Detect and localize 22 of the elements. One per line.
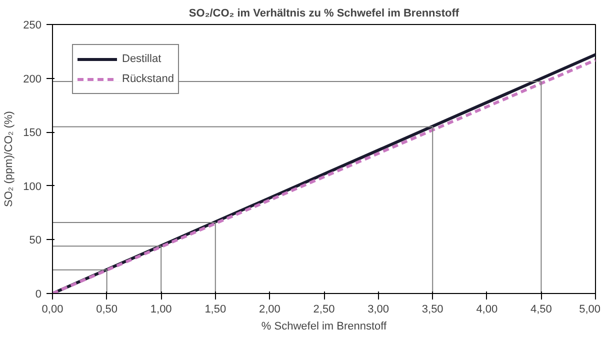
y-tick-label: 150	[23, 127, 42, 140]
x-tick-label: 1,50	[204, 304, 226, 316]
legend-label: Destillat	[122, 53, 162, 65]
legend-label: Rückstand	[122, 73, 174, 85]
x-tick-label: 3,00	[368, 304, 390, 316]
x-tick-label: 0,00	[42, 304, 64, 316]
x-tick-label: 5,00	[579, 304, 601, 316]
y-axis-title: SO₂ (ppm)/CO₂ (%)	[3, 111, 16, 207]
chart-title: SO₂/CO₂ im Verhältnis zu % Schwefel im Brennstoff	[188, 8, 460, 20]
x-tick-label: 3,50	[422, 304, 444, 316]
y-tick-label: 250	[23, 20, 42, 32]
x-tick-label: 2,50	[313, 304, 335, 316]
x-tick-label: 0,50	[96, 304, 118, 316]
y-tick-label: 50	[29, 234, 42, 247]
y-tick-label: 0	[35, 288, 42, 300]
y-tick-label: 100	[23, 180, 42, 193]
x-tick-label: 4,00	[476, 304, 498, 316]
x-axis-title: % Schwefel im Brennstoff	[261, 320, 388, 332]
y-tick-label: 200	[23, 73, 42, 86]
x-tick-label: 1,00	[150, 304, 172, 316]
x-tick-label: 2,00	[258, 304, 280, 316]
x-tick-label: 4,50	[530, 304, 552, 316]
